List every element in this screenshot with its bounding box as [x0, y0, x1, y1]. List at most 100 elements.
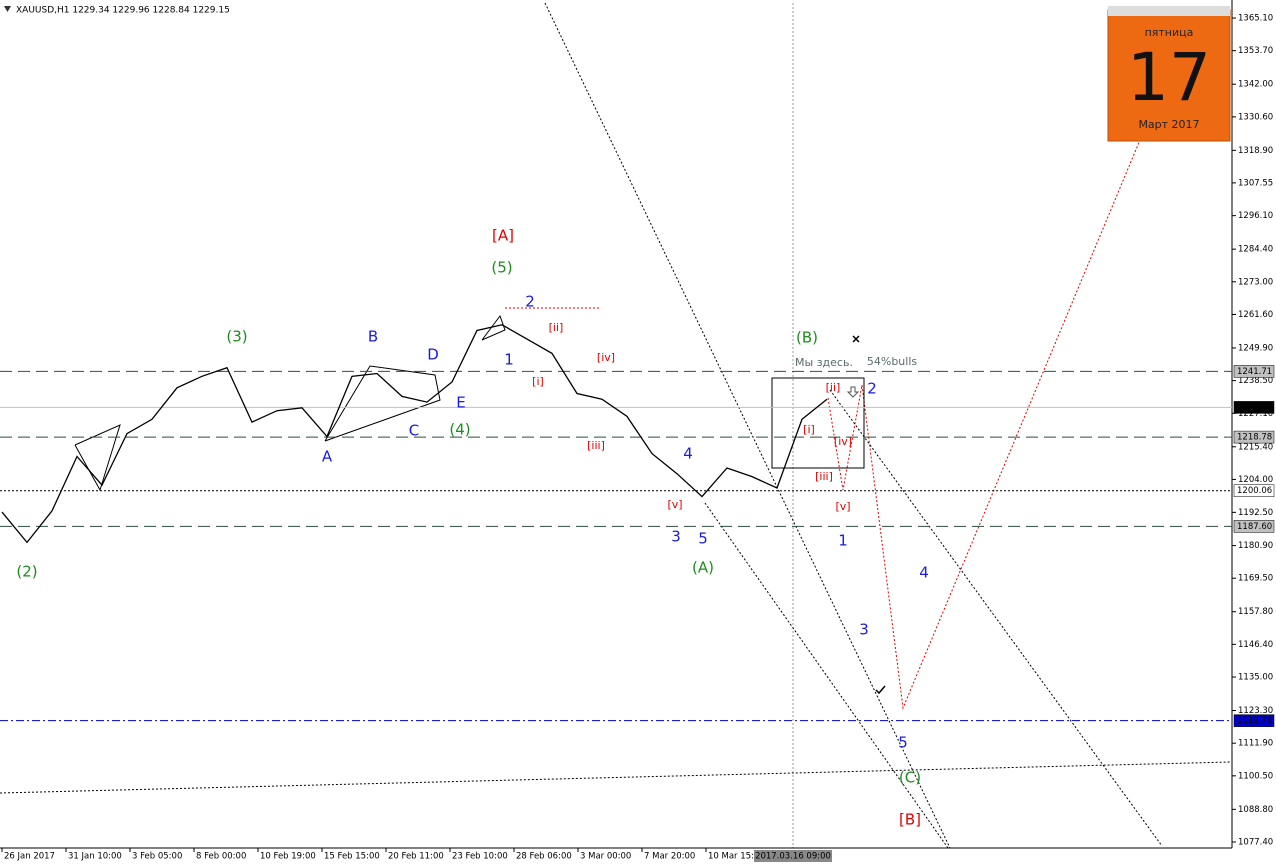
- annotation: 5: [698, 530, 708, 548]
- y-tick-label: 1135.00: [1238, 673, 1273, 683]
- level-tag: [1233, 714, 1275, 727]
- triangle: [74, 424, 121, 492]
- weekday: пятница: [1145, 26, 1194, 39]
- x-tick-label: 3 Mar 00:00: [580, 852, 631, 862]
- trend-line: [544, 2, 951, 849]
- level-tag: [1233, 520, 1275, 533]
- level-label: 1200.06: [1237, 486, 1272, 496]
- annotation: (B): [796, 329, 818, 347]
- level-label: 1218.78: [1237, 433, 1272, 443]
- annotation: (3): [226, 328, 247, 346]
- annotation: B: [368, 328, 378, 346]
- annotation: [i]: [532, 375, 544, 388]
- price-line: [1, 324, 828, 544]
- annotation: (C): [899, 769, 921, 787]
- chart-title: XAUUSD,H1 1229.34 1229.96 1228.84 1229.1…: [16, 6, 230, 16]
- x-tick-label: 20 Feb 11:00: [388, 852, 444, 862]
- annotation: [B]: [899, 811, 921, 829]
- y-tick-label: 1330.60: [1238, 112, 1273, 122]
- annotation: (A): [692, 559, 714, 577]
- cross-icon: [852, 335, 860, 343]
- level-tag: [1233, 484, 1275, 497]
- day: 17: [1127, 39, 1211, 116]
- annotation: [iii]: [587, 439, 605, 452]
- level-label: 1119.76: [1237, 716, 1272, 726]
- y-tick-label: 1307.55: [1238, 178, 1273, 188]
- annotation: [v]: [667, 498, 682, 511]
- level-label: 1241.71: [1237, 367, 1272, 377]
- crosshair-tag: [754, 850, 832, 862]
- calendar: пятница 17 Март 2017: [1107, 6, 1231, 142]
- x-tick-label: 7 Mar 20:00: [644, 852, 695, 862]
- annotation: 2: [867, 380, 877, 398]
- x-tick-label: 23 Feb 10:00: [452, 852, 508, 862]
- calendar-card: [1107, 9, 1231, 142]
- x-tick-label: 10 Mar 15:00: [708, 852, 765, 862]
- y-tick-label: 1273.00: [1238, 277, 1273, 287]
- annotation: [iii]: [815, 470, 833, 483]
- y-tick-label: 1146.40: [1238, 640, 1273, 650]
- y-tick-label: 1284.40: [1238, 245, 1273, 255]
- annotation: 4: [919, 564, 929, 582]
- y-tick-label: 1192.50: [1238, 508, 1273, 518]
- x-tick-label: 26 Jan 2017: [4, 852, 55, 862]
- y-tick-label: 1238.50: [1238, 376, 1273, 386]
- annotation: 2: [525, 293, 535, 311]
- annotation: D: [427, 346, 439, 364]
- y-tick-label: 1123.30: [1238, 706, 1273, 716]
- annotation: [A]: [492, 227, 514, 245]
- y-tick-label: 1365.10: [1238, 14, 1273, 24]
- y-tick-label: 1227.10: [1238, 409, 1273, 419]
- x-tick-label: 10 Feb 19:00: [260, 852, 316, 862]
- annotation: [iv]: [597, 351, 615, 364]
- annotation: 4: [683, 445, 693, 463]
- box: [771, 377, 865, 469]
- level-tag: [1233, 365, 1275, 378]
- annotation: 3: [671, 528, 681, 546]
- crosshair-label: 2017.03.16 09:00: [755, 852, 831, 862]
- y-tick-label: 1077.40: [1238, 837, 1273, 847]
- level-label: 1187.60: [1237, 522, 1272, 532]
- annotation: 1: [838, 532, 848, 550]
- annotation: E: [456, 394, 465, 412]
- triangle: [324, 365, 441, 442]
- x-tick-label: 15 Feb 15:00: [324, 852, 380, 862]
- level-tag: [1233, 430, 1275, 444]
- annotation: 1: [504, 351, 514, 369]
- y-tick-label: 1180.90: [1238, 541, 1273, 551]
- annotation: [ii]: [549, 321, 564, 334]
- y-tick-label: 1100.50: [1238, 771, 1273, 781]
- y-tick-label: 1088.80: [1238, 805, 1273, 815]
- month: Март 2017: [1138, 118, 1199, 131]
- x-tick-label: 3 Feb 05:00: [132, 852, 182, 862]
- y-tick-label: 1342.00: [1238, 80, 1273, 90]
- calendar-rings: [1108, 6, 1230, 16]
- annotation: 3: [859, 621, 869, 639]
- trend-line: [0, 761, 1231, 794]
- annotation: (4): [449, 421, 470, 439]
- y-tick-label: 1157.80: [1238, 607, 1273, 617]
- annotation: C: [409, 422, 419, 440]
- annotation: [iv]: [834, 435, 852, 448]
- level-tag: [1233, 401, 1275, 414]
- annotation: [v]: [835, 500, 850, 513]
- y-tick-label: 1169.50: [1238, 574, 1273, 584]
- x-tick-label: 28 Feb 06:00: [516, 852, 572, 862]
- annotation: 54%bulls: [867, 355, 918, 368]
- y-tick-label: 1215.40: [1238, 442, 1273, 452]
- annotation: [ii]: [826, 381, 841, 394]
- annotation: 5: [898, 734, 908, 752]
- y-tick-label: 1296.10: [1238, 211, 1273, 221]
- check-icon: [875, 685, 886, 695]
- annotation: Мы здесь.: [795, 356, 853, 369]
- annotation: A: [322, 448, 333, 466]
- y-tick-label: 1353.70: [1238, 46, 1273, 56]
- annotation: (5): [491, 259, 512, 277]
- symbol-icon: [4, 6, 11, 12]
- y-tick-label: 1261.60: [1238, 310, 1273, 320]
- y-tick-label: 1204.00: [1238, 475, 1273, 485]
- arrow-icon: [846, 386, 860, 398]
- y-tick-label: 1111.90: [1238, 739, 1273, 749]
- y-tick-label: 1249.90: [1238, 343, 1273, 353]
